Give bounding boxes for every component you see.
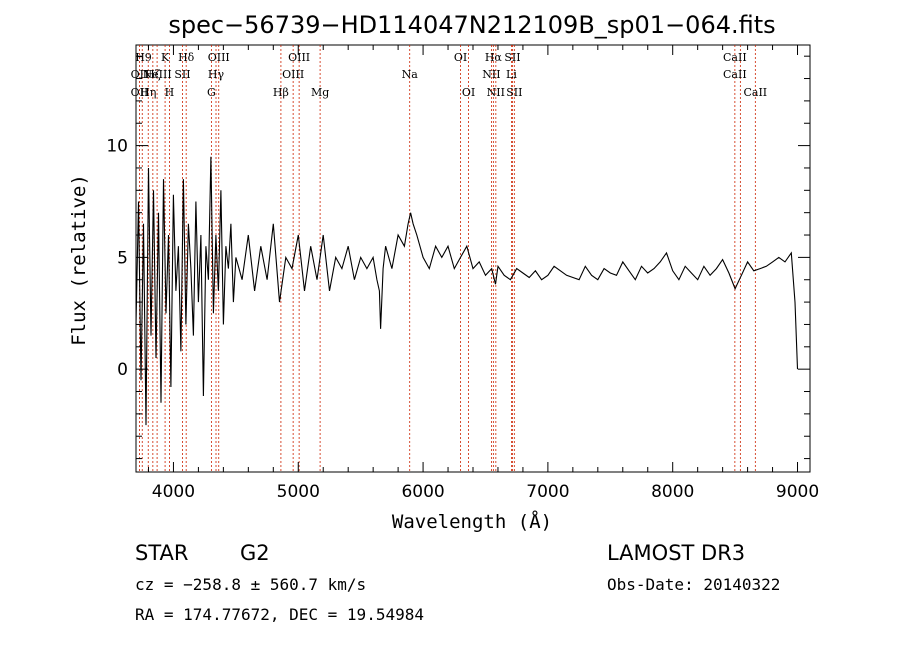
line-label-row2-6: Na xyxy=(402,68,419,81)
y-axis-label: Flux (relative) xyxy=(68,174,90,346)
x-tick-label-4: 8000 xyxy=(651,482,694,502)
survey-name: LAMOST DR3 xyxy=(607,541,745,565)
line-label-row2-7: NII xyxy=(482,68,500,81)
line-label-row1-8: CaII xyxy=(723,51,747,64)
line-label-row1-2: Hδ xyxy=(178,51,195,64)
line-label-row2-0: OII xyxy=(131,68,149,81)
x-tick-label-5: 9000 xyxy=(776,482,819,502)
line-label-row3-4: Hβ xyxy=(273,86,289,99)
line-label-row3-8: SII xyxy=(506,86,522,99)
y-tick-label-1: 5 xyxy=(117,248,128,268)
line-label-row1-4: OIII xyxy=(288,51,310,64)
line-label-row1-5: OI xyxy=(454,51,467,64)
x-tick-label-1: 5000 xyxy=(277,482,320,502)
line-label-row3-5: Mg xyxy=(311,86,329,99)
observation-date: Obs-Date: 20140322 xyxy=(607,575,780,594)
spectrum-series xyxy=(135,156,799,426)
line-label-row3-9: CaII xyxy=(743,86,767,99)
line-label-row1-7: SII xyxy=(504,51,520,64)
line-label-row3-6: OI xyxy=(462,86,475,99)
line-label-row2-4: Hγ xyxy=(208,68,225,81)
x-tick-label-0: 4000 xyxy=(152,482,195,502)
line-label-row1-1: K xyxy=(161,51,170,64)
axis-ticks: 4000 5000 6000 7000 8000 9000 0 5 10 xyxy=(106,45,819,502)
line-label-row3-2: H xyxy=(165,86,175,99)
redshift-cz: cz = −258.8 ± 560.7 km/s xyxy=(135,575,366,594)
line-label-row1-6: Hα xyxy=(485,51,503,64)
line-label-row3-1: Hη xyxy=(140,86,156,99)
y-tick-label-0: 0 xyxy=(117,360,128,380)
y-tick-label-2: 10 xyxy=(106,137,128,157)
line-label-row3-7: NII xyxy=(487,86,505,99)
line-label-row2-1: Hζ xyxy=(145,68,161,81)
line-label-row2-2: NeIII xyxy=(143,68,172,81)
line-label-row3-0: OII xyxy=(131,86,149,99)
line-label-row2-8: Li xyxy=(506,68,517,81)
line-label-row3-3: G xyxy=(207,86,216,99)
object-class: STAR xyxy=(135,541,188,565)
line-label-row2-5: OIII xyxy=(282,68,304,81)
x-axis-label: Wavelength (Å) xyxy=(392,510,552,533)
series-line-spectrum xyxy=(135,156,799,426)
chart-title: spec−56739−HD114047N212109B_sp01−064.fit… xyxy=(168,11,775,39)
x-tick-label-3: 7000 xyxy=(526,482,569,502)
line-label-row1-3: OIII xyxy=(208,51,230,64)
line-label-row2-3: SII xyxy=(174,68,190,81)
line-label-row2-9: CaII xyxy=(723,68,747,81)
x-tick-label-2: 6000 xyxy=(401,482,444,502)
object-subclass: G2 xyxy=(240,541,270,565)
line-label-row1-0: H9 xyxy=(135,51,152,64)
coordinates: RA = 174.77672, DEC = 19.54984 xyxy=(135,605,424,624)
plot-frame xyxy=(135,44,811,473)
